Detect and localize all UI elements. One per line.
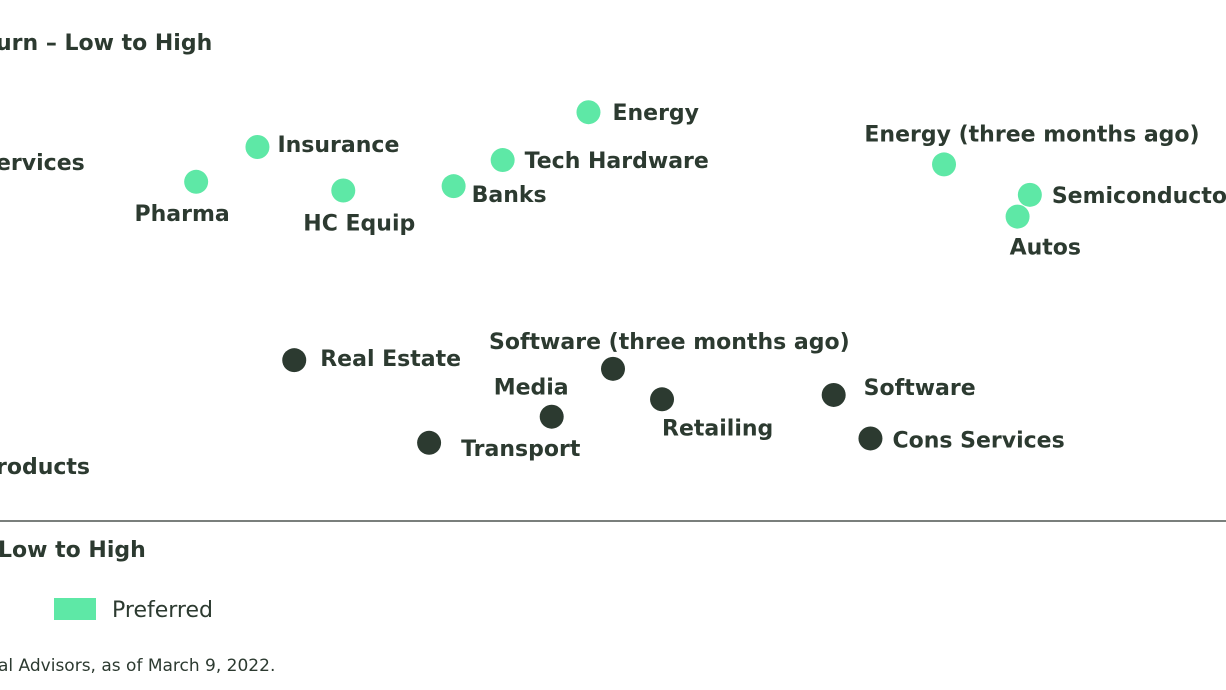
x-axis-title: Low to High bbox=[0, 538, 146, 563]
label-insurance: Insurance bbox=[277, 133, 399, 158]
point-cons-services bbox=[858, 426, 883, 451]
data-labels: Energy Insurance Pharma HC Equip Banks Tech H… bbox=[135, 101, 1226, 462]
label-transport: Transport bbox=[461, 437, 581, 462]
point-energy-three-months-ago bbox=[932, 152, 957, 177]
point-media bbox=[539, 404, 564, 429]
point-software bbox=[821, 382, 846, 407]
point-autos bbox=[1005, 204, 1030, 229]
label-energy-three-months-ago: Energy (three months ago) bbox=[864, 122, 1199, 147]
label-software: Software bbox=[864, 376, 976, 401]
label-banks: Banks bbox=[472, 183, 547, 208]
data-points bbox=[184, 100, 1042, 455]
label-software-three-months-ago: Software (three months ago) bbox=[489, 330, 850, 355]
label-energy: Energy bbox=[612, 101, 699, 126]
point-insurance bbox=[245, 135, 270, 159]
label-retailing: Retailing bbox=[662, 416, 773, 441]
point-hc-equip bbox=[331, 178, 356, 203]
point-energy bbox=[576, 100, 601, 125]
point-transport bbox=[417, 430, 442, 455]
point-tech-hardware bbox=[490, 148, 515, 173]
category-label-bottom: roducts bbox=[0, 455, 90, 480]
point-software-three-months-ago bbox=[601, 356, 625, 381]
label-real-estate: Real Estate bbox=[320, 347, 461, 372]
label-tech-hardware: Tech Hardware bbox=[525, 149, 709, 174]
label-semiconductors: Semiconductors bbox=[1052, 184, 1226, 209]
source-note: al Advisors, as of March 9, 2022. bbox=[0, 656, 275, 676]
label-hc-equip: HC Equip bbox=[303, 212, 415, 237]
label-pharma: Pharma bbox=[135, 202, 230, 227]
point-retailing bbox=[650, 387, 675, 412]
y-axis-title: urn – Low to High bbox=[0, 31, 212, 56]
label-cons-services: Cons Services bbox=[892, 428, 1064, 453]
label-autos: Autos bbox=[1010, 236, 1081, 261]
label-media: Media bbox=[494, 376, 569, 401]
point-banks bbox=[441, 174, 466, 199]
legend-label-preferred: Preferred bbox=[112, 598, 213, 623]
point-pharma bbox=[184, 169, 209, 194]
point-real-estate bbox=[282, 348, 307, 373]
legend-swatch-preferred bbox=[54, 598, 96, 620]
category-label-top: ervices bbox=[0, 151, 85, 176]
point-semiconductors bbox=[1017, 182, 1042, 207]
